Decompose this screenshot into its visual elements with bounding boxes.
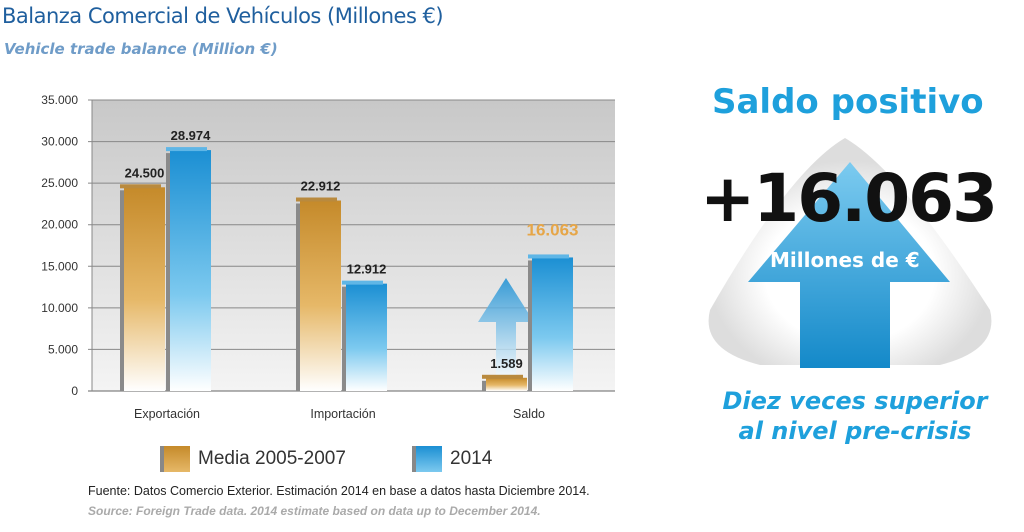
y-tick-label: 5.000 (48, 342, 78, 356)
bar-top (166, 147, 207, 152)
bar-top (528, 254, 569, 259)
y-tick-label: 0 (71, 384, 78, 398)
data-label: 28.974 (171, 128, 212, 143)
legend-label: Media 2005-2007 (198, 448, 346, 469)
y-tick-label: 20.000 (41, 218, 78, 232)
category-label: Exportación (134, 407, 200, 421)
legend-label: 2014 (450, 448, 493, 469)
bar (486, 377, 527, 391)
bar (532, 257, 573, 391)
source-es: Fuente: Datos Comercio Exterior. Estimac… (88, 484, 590, 498)
bar-top (482, 374, 523, 379)
data-label: 24.500 (125, 165, 165, 180)
bar-top (120, 184, 161, 189)
bar-chart: 0 5.000 10.000 15.000 20.000 25.000 30.000 35.0… (41, 93, 615, 421)
legend-swatch-blue (412, 446, 442, 472)
bar-side (342, 286, 347, 391)
chart-title: Balanza Comercial de Vehículos (Millones… (2, 4, 444, 28)
category-label: Importación (310, 407, 375, 421)
chart-subtitle: Vehicle trade balance (Million €) (4, 40, 278, 58)
callout-heading: Saldo positivo (712, 82, 984, 122)
callout-unit: Millones de € (770, 248, 920, 272)
category-label: Saldo (513, 407, 545, 421)
bar-side (482, 380, 487, 391)
y-tick-label: 30.000 (41, 135, 78, 149)
up-arrow-icon (478, 278, 534, 382)
callout-value: +16.063 (700, 160, 998, 237)
bar-top (342, 280, 383, 285)
bar (170, 150, 211, 391)
bar (300, 200, 341, 391)
bar-side (166, 153, 171, 391)
data-label: 16.063 (527, 220, 579, 239)
data-label: 12.912 (347, 262, 387, 277)
callout-note: Diez veces superior al nivel pre-crisis (700, 386, 1010, 446)
bar-top (296, 197, 337, 202)
y-tick-label: 25.000 (41, 176, 78, 190)
legend-item-2014: 2014 (412, 446, 492, 472)
data-label: 1.589 (490, 356, 523, 371)
source-en: Source: Foreign Trade data. 2014 estimat… (88, 504, 541, 518)
y-tick-label: 35.000 (41, 93, 78, 107)
data-label: 22.912 (301, 179, 341, 194)
legend-item-media: Media 2005-2007 (160, 446, 346, 472)
bar (124, 187, 165, 391)
y-tick-label: 15.000 (41, 259, 78, 273)
bar (346, 283, 387, 391)
bar-side (528, 260, 533, 391)
bar-side (120, 190, 125, 391)
bar-side (296, 203, 301, 391)
note-line-2: al nivel pre-crisis (738, 417, 972, 445)
note-line-1: Diez veces superior (722, 387, 988, 415)
legend-swatch-gold (160, 446, 190, 472)
y-tick-label: 10.000 (41, 301, 78, 315)
